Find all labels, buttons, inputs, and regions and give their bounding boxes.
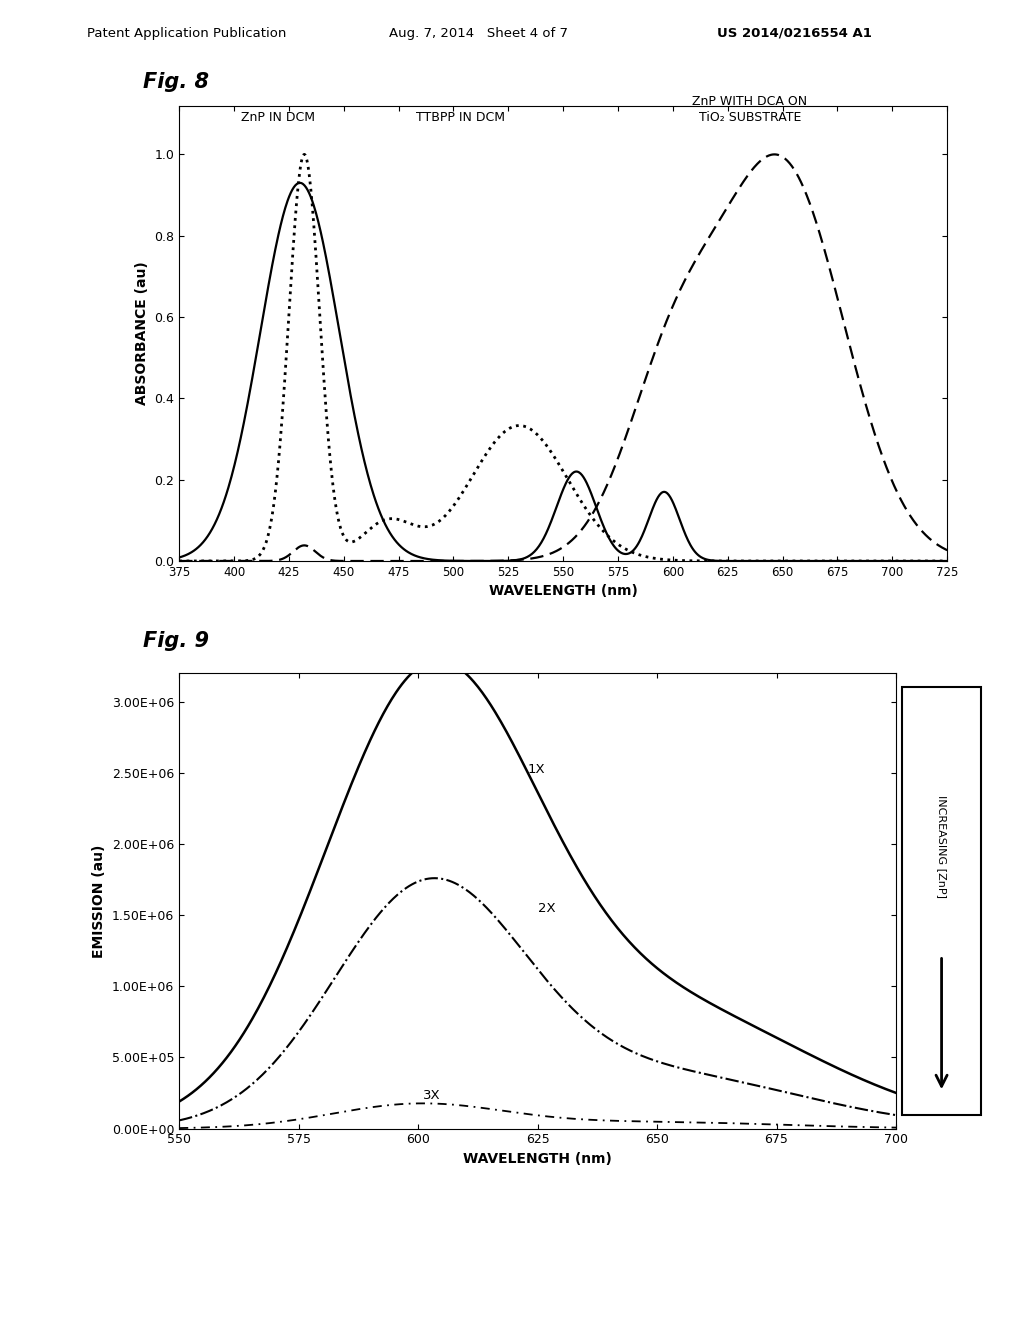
X-axis label: WAVELENGTH (nm): WAVELENGTH (nm): [463, 1152, 612, 1166]
X-axis label: WAVELENGTH (nm): WAVELENGTH (nm): [488, 585, 638, 598]
Text: 2X: 2X: [538, 903, 555, 915]
Text: Aug. 7, 2014   Sheet 4 of 7: Aug. 7, 2014 Sheet 4 of 7: [389, 26, 568, 40]
Text: 1X: 1X: [528, 763, 546, 776]
Text: INCREASING [ZnP]: INCREASING [ZnP]: [937, 795, 946, 898]
Text: ZnP IN DCM: ZnP IN DCM: [241, 111, 315, 124]
Text: Fig. 9: Fig. 9: [143, 631, 209, 651]
Y-axis label: EMISSION (au): EMISSION (au): [92, 845, 106, 957]
Text: 3X: 3X: [423, 1089, 440, 1102]
Text: Fig. 8: Fig. 8: [143, 73, 209, 92]
Text: US 2014/0216554 A1: US 2014/0216554 A1: [717, 26, 871, 40]
Text: ZnP WITH DCA ON
TiO₂ SUBSTRATE: ZnP WITH DCA ON TiO₂ SUBSTRATE: [692, 95, 807, 124]
Text: TTBPP IN DCM: TTBPP IN DCM: [416, 111, 505, 124]
Text: Patent Application Publication: Patent Application Publication: [87, 26, 287, 40]
Y-axis label: ABSORBANCE (au): ABSORBANCE (au): [135, 261, 148, 405]
